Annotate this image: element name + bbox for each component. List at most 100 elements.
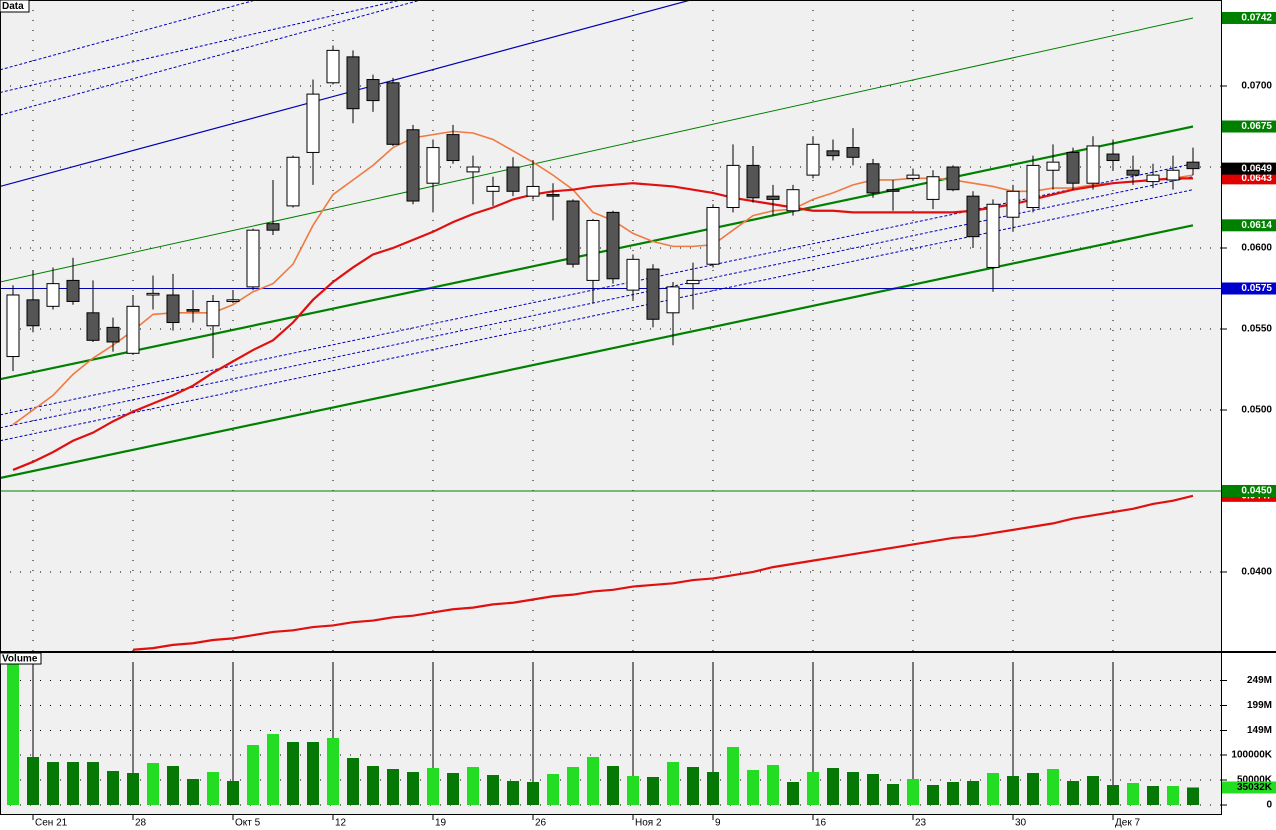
- volume-bar: [1007, 776, 1019, 805]
- candle-body: [326, 49, 340, 84]
- volume-bar: [1047, 769, 1059, 805]
- volume-bar: [587, 757, 599, 805]
- volume-bar: [407, 772, 419, 805]
- axis-layer: 0.04000.04500.05000.05500.06000.06500.07…: [32, 11, 1276, 829]
- volume-bar: [987, 773, 999, 805]
- x-tick-label: 19: [435, 818, 447, 829]
- y-tick-label: 100000K: [1231, 750, 1272, 761]
- candle-body: [6, 294, 20, 358]
- volume-marker: [1222, 781, 1276, 794]
- candle-body: [846, 147, 860, 158]
- x-tick-label: Окт 5: [235, 818, 261, 829]
- x-tick-label: Сен 21: [35, 818, 68, 829]
- trend-line: [0, 0, 421, 116]
- candle-body: [406, 129, 420, 202]
- candle-body: [386, 82, 400, 145]
- volume-bar: [547, 774, 559, 805]
- volume-bar: [27, 757, 39, 805]
- volume-bar: [947, 782, 959, 805]
- trend-line: [0, 0, 691, 188]
- volume-bar: [87, 762, 99, 805]
- candle-body: [986, 203, 1000, 268]
- candle-body: [86, 312, 100, 341]
- volume-layer: [7, 660, 1199, 805]
- price-marker-label: 0.0649: [1241, 163, 1272, 174]
- candle-body: [786, 189, 800, 212]
- volume-bar: [327, 738, 339, 805]
- candle-body: [886, 189, 900, 192]
- candle-body: [626, 258, 640, 291]
- candle-body: [806, 143, 820, 176]
- volume-bar: [707, 772, 719, 805]
- candle-body: [266, 223, 280, 231]
- candle-body: [1106, 153, 1120, 162]
- volume-bar: [787, 782, 799, 805]
- volume-bar: [607, 766, 619, 805]
- volume-bar: [207, 772, 219, 805]
- price-marker: [1222, 11, 1276, 24]
- y-tick-label: 0.0600: [1241, 243, 1272, 254]
- panel-label-box: [0, 652, 42, 665]
- candle-body: [366, 79, 380, 102]
- x-tick-label: 28: [135, 818, 147, 829]
- panel-label-box: [0, 0, 30, 13]
- candle-body: [726, 164, 740, 209]
- price-layer: [0, 0, 1222, 651]
- volume-bar: [427, 768, 439, 805]
- y-tick-label: 149M: [1247, 725, 1272, 736]
- volume-bar: [767, 765, 779, 805]
- panel-title: Volume: [2, 654, 38, 665]
- panel-title: Data: [2, 1, 24, 12]
- candle-body: [566, 200, 580, 265]
- volume-bar: [807, 772, 819, 805]
- y-tick-label: 0.0400: [1241, 567, 1272, 578]
- candle-body: [246, 229, 260, 288]
- x-tick-label: 23: [915, 818, 927, 829]
- candle-body: [526, 185, 540, 197]
- x-tick-label: 26: [535, 818, 547, 829]
- candle-body: [746, 164, 760, 199]
- volume-bar: [387, 769, 399, 805]
- candle-body: [1066, 151, 1080, 184]
- volume-bar: [467, 767, 479, 805]
- x-tick-label: 16: [815, 818, 827, 829]
- volume-bar: [267, 734, 279, 805]
- price-marker-label: 0.0742: [1241, 13, 1272, 24]
- candle-body: [186, 309, 200, 312]
- price-marker-label: 0.0575: [1241, 283, 1272, 294]
- candle-body: [1126, 169, 1140, 176]
- y-tick-label: 249M: [1247, 675, 1272, 686]
- moving-average: [132, 494, 1194, 651]
- y-tick-label: 0.0500: [1241, 405, 1272, 416]
- price-marker: [1222, 172, 1276, 185]
- volume-bar: [1167, 786, 1179, 805]
- price-marker-label: 0.0675: [1241, 121, 1272, 132]
- x-tick-label: 30: [1015, 818, 1027, 829]
- y-tick-label: 0.0700: [1241, 81, 1272, 92]
- volume-bar: [827, 768, 839, 805]
- candle-body: [966, 195, 980, 238]
- candle-body: [166, 294, 180, 324]
- volume-bar: [1127, 783, 1139, 805]
- volume-bar: [347, 758, 359, 805]
- candle-body: [666, 286, 680, 314]
- volume-bar: [627, 776, 639, 805]
- volume-bar: [647, 777, 659, 805]
- candle-body: [906, 174, 920, 179]
- volume-marker-label: 35032K: [1237, 782, 1273, 793]
- volume-bar: [7, 660, 19, 805]
- volume-bar: [167, 766, 179, 805]
- volume-bar: [727, 747, 739, 805]
- candle-body: [826, 150, 840, 157]
- volume-bar: [1107, 785, 1119, 805]
- volume-bar: [227, 781, 239, 805]
- price-marker-label: 0.0643: [1241, 173, 1272, 184]
- candle-body: [426, 147, 440, 184]
- candle-body: [766, 195, 780, 200]
- candle-body: [346, 56, 360, 110]
- volume-bar: [447, 773, 459, 805]
- candle-body: [866, 163, 880, 194]
- candle-body: [1006, 190, 1020, 218]
- volume-bar: [147, 763, 159, 805]
- candle-body: [1046, 161, 1060, 171]
